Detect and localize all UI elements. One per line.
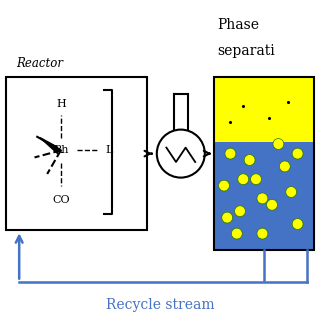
Circle shape bbox=[257, 228, 268, 239]
Circle shape bbox=[235, 206, 245, 217]
Circle shape bbox=[238, 174, 249, 185]
Circle shape bbox=[244, 155, 255, 165]
Circle shape bbox=[257, 193, 268, 204]
Circle shape bbox=[267, 199, 277, 210]
Circle shape bbox=[292, 219, 303, 229]
Bar bbox=[214, 77, 314, 250]
Circle shape bbox=[219, 180, 229, 191]
Circle shape bbox=[157, 130, 205, 178]
Circle shape bbox=[292, 148, 303, 159]
Bar bbox=[214, 77, 314, 142]
Text: L: L bbox=[106, 145, 113, 156]
Text: Phase: Phase bbox=[218, 18, 260, 32]
Circle shape bbox=[251, 174, 261, 185]
Circle shape bbox=[225, 148, 236, 159]
Text: Reactor: Reactor bbox=[16, 57, 63, 70]
Bar bbox=[214, 142, 314, 250]
Polygon shape bbox=[40, 138, 58, 154]
Text: separati: separati bbox=[218, 44, 275, 58]
Circle shape bbox=[273, 139, 284, 149]
Text: CO: CO bbox=[52, 195, 70, 205]
Bar bbox=[6, 77, 147, 230]
Circle shape bbox=[286, 187, 297, 197]
Circle shape bbox=[231, 228, 242, 239]
Circle shape bbox=[279, 161, 290, 172]
Text: Rh: Rh bbox=[53, 145, 68, 156]
Circle shape bbox=[222, 212, 233, 223]
Text: H: H bbox=[56, 99, 66, 109]
Text: Recycle stream: Recycle stream bbox=[106, 298, 214, 312]
